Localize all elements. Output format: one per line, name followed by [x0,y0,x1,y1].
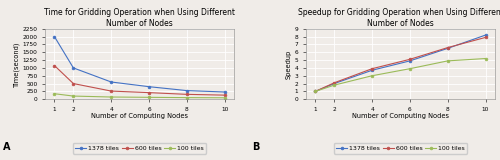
Line: 100 tiles: 100 tiles [314,57,487,93]
1378 tiles [312,90,318,92]
1378 tiles [369,69,375,71]
X-axis label: Number of Computing Nodes: Number of Computing Nodes [91,113,188,119]
1378 tiles [444,47,450,49]
Legend: 1378 tiles, 600 tiles, 100 tiles: 1378 tiles, 600 tiles, 100 tiles [334,143,468,154]
Title: Speedup for Gridding Operation when Using Different
Number of Nodes: Speedup for Gridding Operation when Usin… [298,8,500,28]
1378 tiles [108,81,114,83]
100 tiles [52,93,58,95]
X-axis label: Number of Computing Nodes: Number of Computing Nodes [352,113,449,119]
100 tiles [312,90,318,92]
600 tiles [108,90,114,92]
Y-axis label: Time(second): Time(second) [13,41,20,87]
1378 tiles [407,60,413,62]
100 tiles [184,97,190,99]
Line: 1378 tiles: 1378 tiles [53,35,226,93]
600 tiles [407,58,413,60]
Line: 600 tiles: 600 tiles [53,64,226,96]
Y-axis label: Speedup: Speedup [286,49,292,79]
100 tiles [108,96,114,98]
1378 tiles [482,34,488,36]
600 tiles [70,83,76,84]
600 tiles [482,36,488,38]
100 tiles [407,68,413,70]
600 tiles [146,92,152,94]
1378 tiles [184,90,190,92]
1378 tiles [222,91,228,93]
600 tiles [369,68,375,70]
1378 tiles [146,86,152,88]
100 tiles [70,95,76,97]
Title: Time for Gridding Operation when Using Different
Number of Nodes: Time for Gridding Operation when Using D… [44,8,235,28]
600 tiles [184,93,190,95]
Text: A: A [2,142,10,152]
600 tiles [312,90,318,92]
Legend: 1378 tiles, 600 tiles, 100 tiles: 1378 tiles, 600 tiles, 100 tiles [72,143,206,154]
100 tiles [332,84,338,86]
100 tiles [444,60,450,62]
600 tiles [332,82,338,84]
100 tiles [482,58,488,60]
1378 tiles [52,36,58,38]
1378 tiles [70,67,76,69]
Line: 1378 tiles: 1378 tiles [314,34,487,93]
100 tiles [222,97,228,99]
1378 tiles [332,83,338,84]
600 tiles [444,47,450,48]
600 tiles [52,65,58,67]
Text: B: B [252,142,260,152]
600 tiles [222,94,228,96]
Line: 600 tiles: 600 tiles [314,36,487,93]
100 tiles [146,96,152,98]
100 tiles [369,75,375,77]
Line: 100 tiles: 100 tiles [53,92,226,99]
